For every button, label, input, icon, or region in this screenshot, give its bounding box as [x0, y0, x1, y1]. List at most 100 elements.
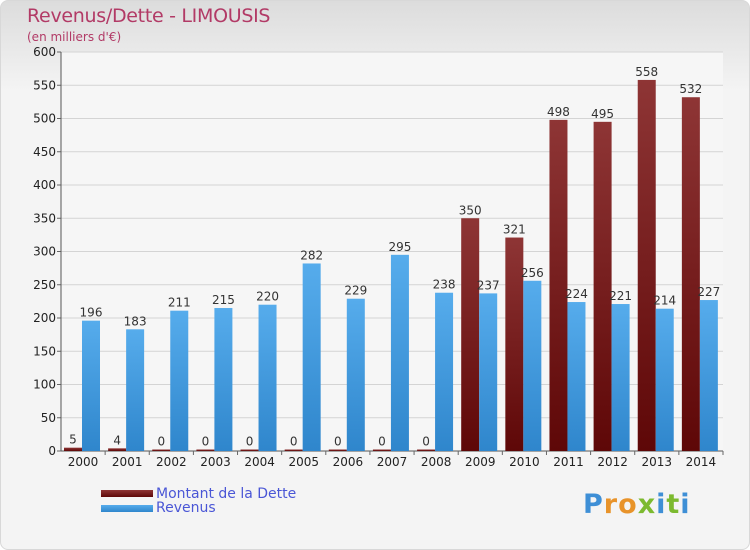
bar-dette [196, 449, 215, 451]
bar-dette [64, 447, 82, 451]
bar-revenus [655, 308, 674, 451]
data-label-revenus: 220 [256, 290, 279, 304]
logo-letter: t [666, 489, 681, 520]
data-label-revenus: 295 [388, 240, 411, 254]
data-label-revenus: 196 [80, 306, 103, 320]
data-label-revenus: 215 [212, 293, 235, 307]
bar-dette [240, 449, 259, 451]
logo-letter: i [656, 489, 667, 520]
bar-revenus [302, 263, 321, 451]
x-tick-label: 2008 [421, 455, 452, 469]
data-label-dette: 0 [157, 435, 165, 449]
x-tick-label: 2014 [686, 455, 717, 469]
chart-subtitle: (en milliers d'€) [27, 30, 122, 44]
data-label-revenus: 227 [697, 285, 720, 299]
proxiti-logo: Proxiti [583, 489, 691, 520]
bar-dette [152, 449, 171, 451]
bar-revenus [82, 320, 100, 451]
bar-revenus [170, 310, 189, 451]
x-tick-label: 2006 [333, 455, 364, 469]
bar-dette [372, 449, 391, 451]
x-tick-label: 2011 [553, 455, 584, 469]
y-tick-label: 100 [33, 378, 56, 392]
bar-dette [108, 448, 127, 451]
data-label-revenus: 229 [344, 284, 367, 298]
logo-letter: r [603, 489, 619, 520]
bar-revenus [258, 304, 277, 451]
data-label-dette: 532 [679, 82, 702, 96]
y-tick-label: 350 [33, 211, 56, 225]
data-label-dette: 498 [547, 105, 570, 119]
data-label-revenus: 238 [433, 278, 456, 292]
x-tick-label: 2002 [156, 455, 187, 469]
data-label-dette: 321 [503, 223, 526, 237]
logo-letter: P [583, 489, 604, 520]
y-tick-label: 50 [41, 411, 56, 425]
x-tick-label: 2010 [509, 455, 540, 469]
bar-dette [461, 218, 480, 451]
x-tick-label: 2004 [244, 455, 275, 469]
bar-dette [328, 449, 347, 451]
y-tick-label: 450 [33, 145, 56, 159]
legend-swatch-revenus [101, 505, 153, 512]
x-tick-label: 2012 [597, 455, 628, 469]
data-label-dette: 0 [422, 435, 430, 449]
data-label-dette: 0 [334, 435, 342, 449]
logo-letter: x [637, 489, 657, 520]
y-tick-label: 150 [33, 344, 56, 358]
data-label-dette: 0 [202, 435, 210, 449]
y-tick-label: 250 [33, 278, 56, 292]
legend-label-revenus: Revenus [156, 500, 216, 516]
logo-letter: o [618, 489, 638, 520]
x-tick-label: 2013 [642, 455, 673, 469]
x-tick-label: 2007 [377, 455, 408, 469]
y-tick-label: 500 [33, 112, 56, 126]
x-tick-label: 2001 [112, 455, 143, 469]
bar-revenus [699, 300, 718, 451]
x-tick-label: 2003 [200, 455, 231, 469]
data-label-dette: 558 [635, 65, 658, 79]
bar-dette [549, 119, 568, 451]
bar-dette [637, 79, 656, 452]
data-label-revenus: 214 [653, 294, 676, 308]
data-label-dette: 0 [378, 435, 386, 449]
bar-dette [284, 449, 303, 451]
data-label-dette: 5 [69, 433, 77, 447]
data-label-revenus: 224 [565, 287, 588, 301]
x-tick-label: 2000 [68, 455, 99, 469]
logo-letter: i [680, 489, 691, 520]
legend-label-dette: Montant de la Dette [156, 486, 297, 502]
legend-swatch-dette [101, 490, 153, 497]
bar-revenus [390, 254, 409, 451]
bar-revenus [523, 280, 542, 451]
x-tick-label: 2005 [288, 455, 319, 469]
y-tick-label: 550 [33, 78, 56, 92]
data-label-dette: 0 [246, 435, 254, 449]
y-tick-label: 600 [33, 45, 56, 59]
bar-revenus [214, 308, 233, 451]
data-label-revenus: 282 [300, 248, 323, 262]
bar-revenus [126, 329, 145, 451]
y-tick-label: 0 [48, 444, 56, 458]
y-tick-label: 300 [33, 245, 56, 259]
y-tick-label: 400 [33, 178, 56, 192]
data-label-revenus: 256 [521, 266, 544, 280]
bar-revenus [611, 304, 630, 451]
data-label-revenus: 237 [477, 278, 500, 292]
y-tick-label: 200 [33, 311, 56, 325]
data-label-revenus: 221 [609, 289, 632, 303]
data-label-dette: 4 [113, 433, 121, 447]
bar-revenus [346, 298, 365, 451]
bar-dette [681, 97, 700, 451]
data-label-dette: 350 [459, 203, 482, 217]
bar-revenus [567, 302, 586, 451]
chart-title: Revenus/Dette - LIMOUSIS [27, 5, 271, 27]
data-label-dette: 495 [591, 107, 614, 121]
data-label-revenus: 183 [124, 314, 147, 328]
x-tick-label: 2009 [465, 455, 496, 469]
bar-dette [417, 449, 436, 451]
data-label-dette: 0 [290, 435, 298, 449]
bar-dette [505, 237, 524, 451]
